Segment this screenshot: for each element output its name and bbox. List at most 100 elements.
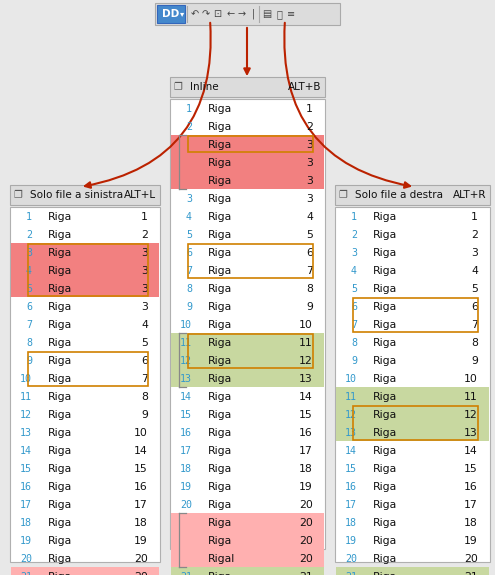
Text: Riga: Riga — [48, 266, 72, 276]
Text: 10: 10 — [464, 374, 478, 384]
Text: Riga: Riga — [208, 248, 232, 258]
Text: 9: 9 — [471, 356, 478, 366]
Text: Riga: Riga — [48, 212, 72, 222]
Bar — [171, 333, 324, 351]
Text: Riga: Riga — [208, 104, 232, 114]
Text: 8: 8 — [141, 392, 148, 402]
Text: 14: 14 — [134, 446, 148, 456]
Text: 21: 21 — [464, 572, 478, 575]
Text: Riga: Riga — [373, 320, 397, 330]
Text: 16: 16 — [20, 482, 32, 492]
Text: 3: 3 — [141, 284, 148, 294]
Text: Riga: Riga — [208, 284, 232, 294]
Text: Riga: Riga — [48, 518, 72, 528]
Bar — [336, 387, 489, 405]
Text: 1: 1 — [471, 212, 478, 222]
Bar — [170, 99, 325, 549]
Text: 17: 17 — [20, 500, 32, 510]
Text: Solo file a sinistra: Solo file a sinistra — [30, 190, 123, 200]
Text: Riga: Riga — [373, 284, 397, 294]
Text: 1: 1 — [306, 104, 313, 114]
Text: 15: 15 — [20, 464, 32, 474]
Bar — [336, 405, 489, 423]
Text: 13: 13 — [20, 428, 32, 438]
Text: 3: 3 — [141, 266, 148, 276]
Text: 21: 21 — [180, 572, 192, 575]
Text: 13: 13 — [299, 374, 313, 384]
Text: 5: 5 — [306, 230, 313, 240]
Text: Riga: Riga — [208, 338, 232, 348]
Bar — [171, 153, 324, 171]
Text: Riga: Riga — [208, 536, 232, 546]
Text: 20: 20 — [20, 554, 32, 564]
Bar — [171, 513, 324, 531]
Bar — [11, 279, 159, 297]
Text: Riga: Riga — [48, 500, 72, 510]
Text: 11: 11 — [299, 338, 313, 348]
Text: 5: 5 — [471, 284, 478, 294]
Text: Riga: Riga — [208, 140, 232, 150]
Text: 16: 16 — [464, 482, 478, 492]
Text: Riga: Riga — [373, 572, 397, 575]
Text: Rigal: Rigal — [208, 554, 235, 564]
Bar — [171, 531, 324, 549]
Text: Riga: Riga — [208, 212, 232, 222]
Text: Riga: Riga — [208, 428, 232, 438]
Text: 16: 16 — [345, 482, 357, 492]
Text: Riga: Riga — [208, 410, 232, 420]
Text: 9: 9 — [351, 356, 357, 366]
Text: 21: 21 — [299, 572, 313, 575]
Text: 9: 9 — [26, 356, 32, 366]
Text: 7: 7 — [306, 266, 313, 276]
Text: Riga: Riga — [208, 392, 232, 402]
Text: 20: 20 — [180, 500, 192, 510]
Text: Solo file a destra: Solo file a destra — [355, 190, 443, 200]
Bar — [157, 5, 185, 23]
Text: ≡: ≡ — [287, 9, 295, 19]
Text: Riga: Riga — [208, 446, 232, 456]
Text: 20: 20 — [345, 554, 357, 564]
Bar — [170, 77, 325, 97]
Text: 20: 20 — [299, 536, 313, 546]
Text: Riga: Riga — [373, 554, 397, 564]
Text: 4: 4 — [186, 212, 192, 222]
Text: 16: 16 — [180, 428, 192, 438]
Text: Riga: Riga — [373, 212, 397, 222]
Text: 19: 19 — [345, 536, 357, 546]
Bar — [336, 423, 489, 441]
Text: 13: 13 — [180, 374, 192, 384]
Text: 17: 17 — [180, 446, 192, 456]
Text: ▾: ▾ — [180, 10, 184, 18]
Text: 10: 10 — [20, 374, 32, 384]
Text: 19: 19 — [180, 482, 192, 492]
Text: Riga: Riga — [373, 482, 397, 492]
Text: 6: 6 — [306, 248, 313, 258]
Text: 3: 3 — [141, 248, 148, 258]
Bar — [11, 243, 159, 261]
Text: 6: 6 — [471, 302, 478, 312]
Text: 14: 14 — [180, 392, 192, 402]
Text: 20: 20 — [464, 554, 478, 564]
Text: Riga: Riga — [48, 302, 72, 312]
Bar — [10, 207, 160, 562]
Text: 18: 18 — [299, 464, 313, 474]
Text: 7: 7 — [351, 320, 357, 330]
Text: →: → — [238, 9, 246, 19]
Text: Riga: Riga — [48, 428, 72, 438]
Text: 12: 12 — [464, 410, 478, 420]
Bar — [188, 334, 313, 368]
Text: Riga: Riga — [48, 356, 72, 366]
Text: 15: 15 — [299, 410, 313, 420]
Bar — [28, 352, 148, 386]
Text: 16: 16 — [134, 482, 148, 492]
Text: Riga: Riga — [208, 572, 232, 575]
Text: 2: 2 — [306, 122, 313, 132]
Text: 19: 19 — [20, 536, 32, 546]
Text: Riga: Riga — [48, 536, 72, 546]
Bar — [336, 567, 489, 575]
Text: ↶: ↶ — [191, 9, 199, 19]
Text: 11: 11 — [464, 392, 478, 402]
Text: 17: 17 — [134, 500, 148, 510]
Bar — [11, 261, 159, 279]
Text: Riga: Riga — [208, 302, 232, 312]
